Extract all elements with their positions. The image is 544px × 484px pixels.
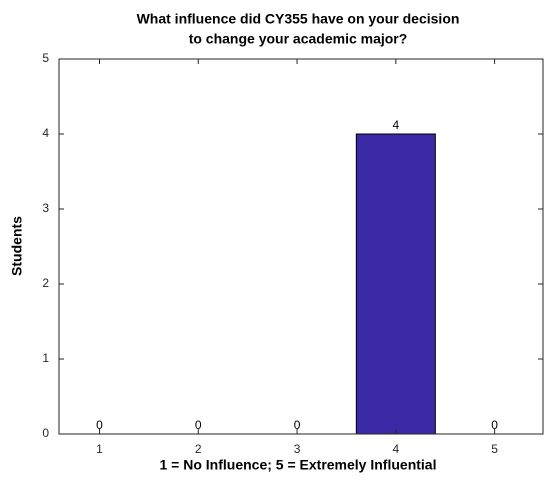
x-tick-label: 3: [294, 442, 301, 456]
y-tick-label: 5: [42, 51, 49, 65]
x-tick-label: 1: [96, 442, 103, 456]
data-label: 0: [491, 418, 498, 432]
bar: [355, 133, 436, 435]
data-label: 4: [392, 118, 399, 132]
chart-title: to change your academic major?: [189, 31, 408, 47]
data-label: 0: [96, 418, 103, 432]
axes-box: [58, 58, 544, 435]
y-axis-label: Students: [9, 216, 25, 276]
data-label: 0: [294, 418, 301, 432]
y-tick-label: 2: [42, 276, 49, 290]
y-tick-label: 1: [42, 351, 49, 365]
x-tick-label: 2: [195, 442, 202, 456]
chart-title: What influence did CY355 have on your de…: [137, 11, 460, 27]
x-axis-label: 1 = No Influence; 5 = Extremely Influent…: [160, 457, 437, 473]
x-tick-label: 4: [392, 442, 399, 456]
y-tick-label: 4: [42, 126, 49, 140]
y-tick-label: 0: [42, 426, 49, 440]
y-tick-label: 3: [42, 201, 49, 215]
x-tick-label: 5: [491, 442, 498, 456]
data-label: 0: [195, 418, 202, 432]
